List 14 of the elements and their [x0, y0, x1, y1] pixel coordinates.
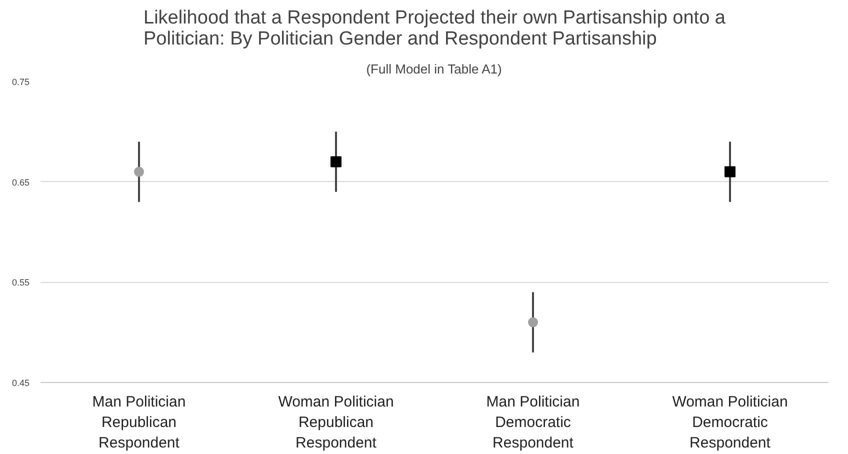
chart-title: Likelihood that a Respondent Projected their own Partisanship onto a Politician: By Politician Gender and Respondent Partisanship [144, 8, 726, 50]
point [134, 166, 144, 177]
x-tick-label: Woman Politician Republican Respondent [278, 394, 394, 452]
y-tick-label: 0.55 [12, 278, 30, 288]
y-tick-label: 0.75 [12, 77, 30, 87]
x-tick-label: Man Politician Democratic Respondent [486, 394, 580, 452]
chart-subtitle: (Full Model in Table A1) [366, 62, 502, 76]
point [330, 156, 342, 168]
point [724, 166, 736, 178]
point [528, 317, 538, 328]
x-tick-label: Man Politician Republican Respondent [92, 394, 186, 452]
x-tick-label: Woman Politician Democratic Respondent [672, 394, 788, 452]
y-tick-label: 0.65 [12, 177, 30, 188]
y-tick-label: 0.45 [12, 378, 30, 388]
